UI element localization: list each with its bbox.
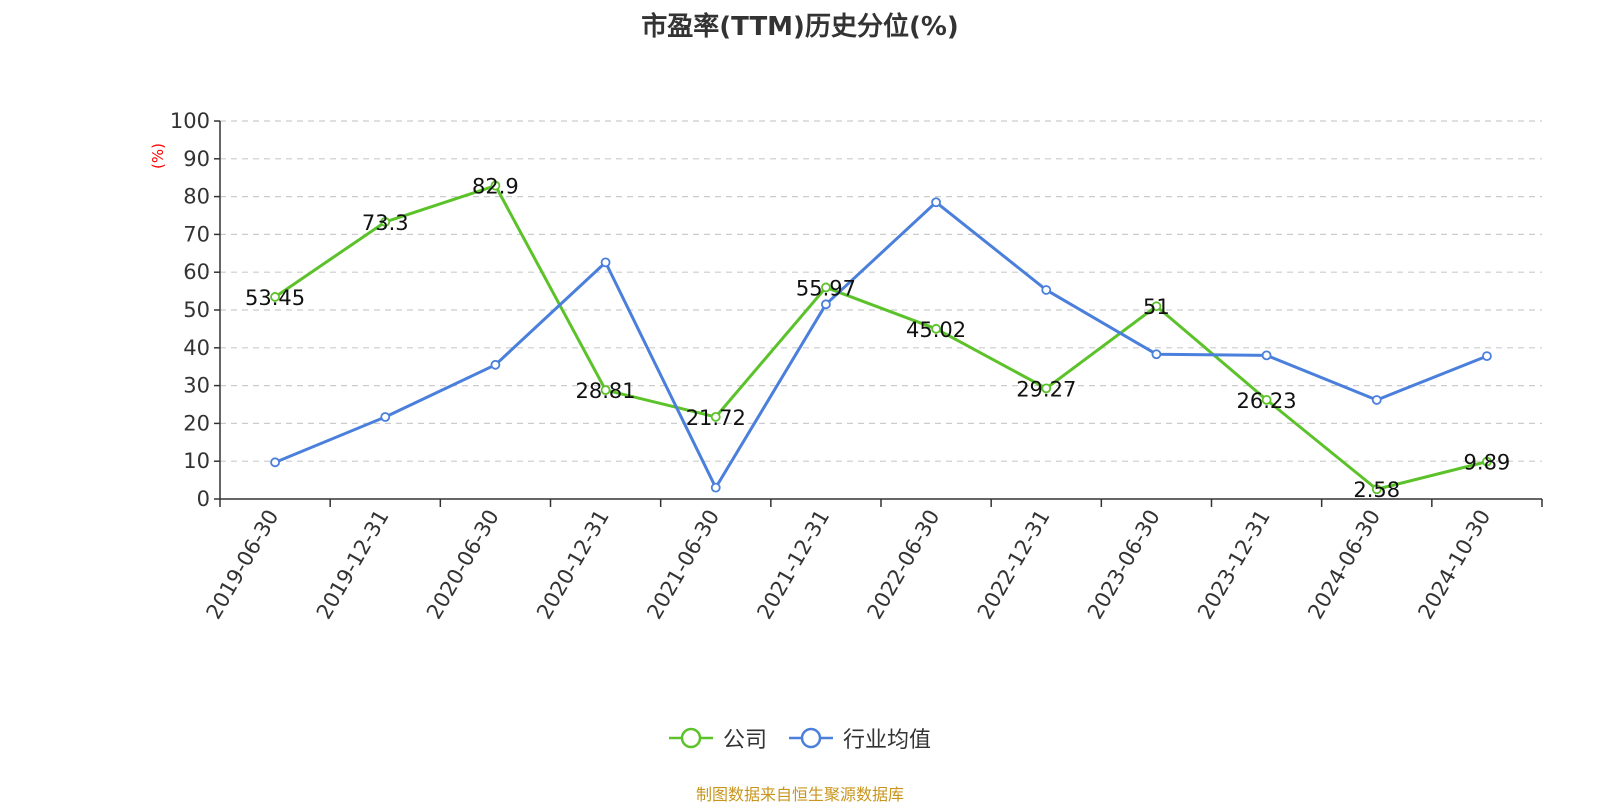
data-point — [821, 282, 831, 293]
data-label: 26.23 — [1237, 389, 1297, 413]
series-lines — [270, 180, 1492, 495]
data-point — [931, 197, 941, 208]
data-label: 29.27 — [1016, 377, 1076, 401]
data-label: 73.3 — [362, 211, 409, 235]
y-tick-label: 90 — [183, 147, 210, 171]
data-point — [1041, 285, 1052, 295]
x-tick-label: 2022-06-30 — [863, 505, 945, 623]
x-tick-label: 2020-12-31 — [532, 506, 614, 624]
y-tick-label: 30 — [183, 374, 210, 398]
x-tick-label: 2022-12-31 — [973, 506, 1055, 624]
data-label: 82.9 — [472, 175, 519, 199]
data-label: 21.72 — [686, 406, 746, 430]
series-line-1 — [274, 200, 1488, 490]
data-point — [1371, 484, 1382, 495]
y-tick-label: 50 — [183, 298, 210, 322]
x-tick-label: 2020-06-30 — [422, 505, 504, 623]
data-point — [1041, 383, 1052, 394]
data-point — [490, 359, 501, 370]
data-point — [270, 292, 280, 302]
chart-title: 市盈率(TTM)历史分位(%) — [641, 12, 959, 42]
data-point — [821, 299, 831, 310]
x-tick-label: 2019-06-30 — [202, 506, 284, 624]
y-tick-label: 70 — [183, 222, 210, 246]
data-point — [490, 180, 501, 191]
data-point — [1261, 394, 1272, 405]
data-point — [1151, 349, 1162, 360]
series-line-0 — [274, 184, 1488, 491]
axes: 0 10 20 30 40 50 60 70 80 90 100(%) 2019-06-30 2019-… — [149, 109, 1543, 624]
data-point — [600, 385, 611, 395]
data-point — [380, 217, 391, 227]
data-point — [270, 457, 280, 468]
y-tick-label: 80 — [183, 185, 210, 209]
y-axis-label: (%) — [149, 143, 167, 169]
x-tick-label: 2021-12-31 — [752, 506, 834, 624]
data-labels: 53.45 73.3 82.9 28.81 21.72 55.97 45.02 29.27 51… — [245, 175, 1510, 503]
data-label: 55.97 — [796, 276, 856, 300]
data-point — [1482, 351, 1492, 362]
grid-lines — [220, 120, 1542, 462]
legend-label-industry-average: 行业均值 — [843, 728, 932, 753]
data-point — [1151, 301, 1162, 312]
x-tick-label: 2023-12-31 — [1193, 506, 1275, 624]
legend-item-industry-average[interactable]: 行业均值 — [789, 722, 931, 754]
data-point — [710, 482, 721, 493]
data-point — [1261, 350, 1272, 361]
data-point — [710, 411, 721, 422]
legend: 公司 行业均值 — [0, 722, 1600, 754]
legend-label-company: 公司 — [722, 728, 767, 753]
x-tick-label: 2021-06-30 — [642, 506, 724, 624]
y-tick-label: 20 — [183, 411, 210, 435]
data-point — [1371, 395, 1382, 405]
x-tick-label: 2019-12-31 — [312, 506, 394, 624]
y-tick-label: 40 — [183, 336, 210, 360]
y-tick-label: 0 — [197, 487, 210, 511]
source-note: 制图数据来自恒生聚源数据库 — [695, 785, 904, 804]
data-point — [380, 412, 391, 422]
data-label: 2.58 — [1353, 478, 1400, 502]
x-tick-label: 2024-06-30 — [1303, 506, 1385, 624]
data-label: 9.89 — [1464, 451, 1511, 475]
y-tick-label: 10 — [183, 449, 210, 473]
data-point — [931, 323, 941, 334]
data-label: 51 — [1143, 295, 1170, 319]
data-point — [600, 257, 611, 268]
x-tick-label: 2023-06-30 — [1083, 506, 1165, 624]
data-label: 45.02 — [906, 318, 966, 342]
y-tick-label: 100 — [170, 109, 210, 133]
company-series-icon — [668, 727, 713, 749]
industry-average-series-icon — [789, 727, 833, 749]
y-tick-label: 60 — [183, 260, 210, 284]
x-tick-label: 2024-10-30 — [1413, 506, 1495, 624]
data-label: 53.45 — [245, 286, 305, 310]
legend-item-company[interactable]: 公司 — [668, 722, 767, 754]
data-point — [1482, 456, 1492, 467]
data-label: 28.81 — [576, 379, 636, 403]
